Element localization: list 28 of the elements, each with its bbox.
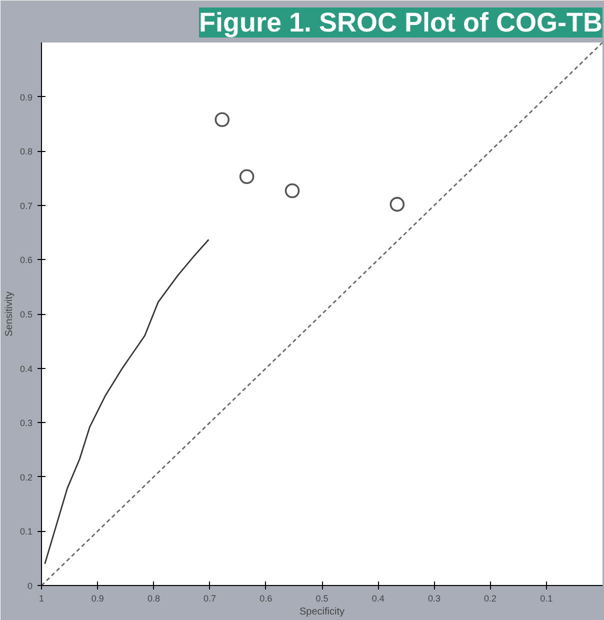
chart-title: Figure 1. SROC Plot of COG-TB <box>199 8 603 38</box>
x-tick-label: 1 <box>38 594 44 604</box>
y-tick-label: 0.4 <box>20 364 33 374</box>
x-tick-label: 0.7 <box>204 594 216 604</box>
x-tick-label: 0.6 <box>260 594 272 604</box>
y-tick-label: 0 <box>27 581 33 591</box>
point <box>214 112 230 127</box>
x-tick-label: 0.9 <box>91 594 104 604</box>
x-tick-label: 0.2 <box>484 594 497 604</box>
point <box>239 169 254 184</box>
point <box>284 183 300 198</box>
y-tick-label: 0.9 <box>20 92 33 102</box>
y-tick-label: 0.2 <box>20 472 33 482</box>
x-tick-label: 0.5 <box>316 594 328 604</box>
x-tick-label: 0.1 <box>540 594 553 604</box>
y-tick-label: 0.8 <box>20 146 33 157</box>
x-tick-label: 0.4 <box>372 594 384 604</box>
y-axis-title: Sensitivity <box>4 291 15 337</box>
line-series <box>44 238 210 564</box>
y-tick-label: 0.5 <box>20 310 33 320</box>
y-tick-label: 0.7 <box>20 200 33 211</box>
y-tick-label: 0.1 <box>20 526 33 537</box>
x-tick-label: 0.3 <box>428 594 440 604</box>
x-axis-title: Specificity <box>299 606 345 618</box>
point <box>390 196 405 212</box>
y-tick-label: 0.3 <box>20 418 33 428</box>
y-tick-label: 0.6 <box>20 255 33 266</box>
x-tick-label: 0.8 <box>147 594 160 604</box>
